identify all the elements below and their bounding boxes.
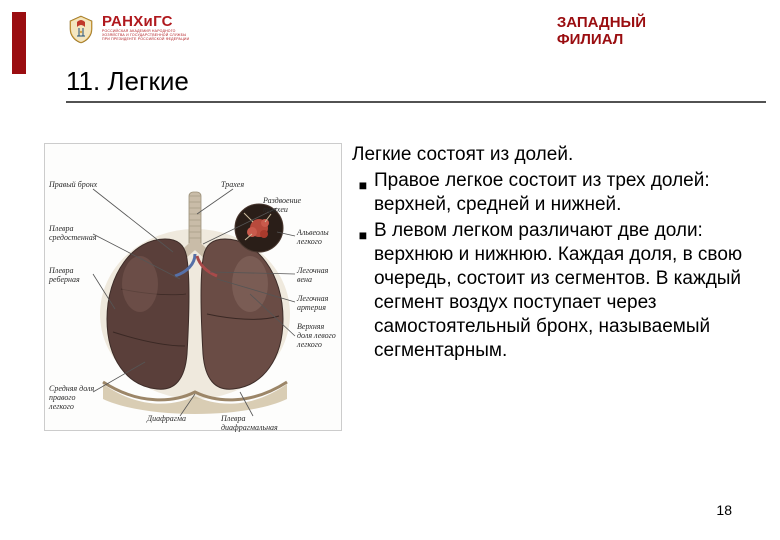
bullet-text: Правое легкое состоит из трех долей: вер… <box>374 169 748 217</box>
slide: РАНХиГС РОССИЙСКАЯ АКАДЕМИЯ НАРОДНОГО ХО… <box>0 0 780 540</box>
title-block: 11. Легкие <box>24 66 756 103</box>
label-upper-lobe-left: Верхняя доля левого легкого <box>297 322 341 349</box>
label-trachea: Трахея <box>221 180 244 189</box>
brand-name: РАНХиГС <box>102 14 190 29</box>
label-bifurcation: Раздвоение трахеи <box>263 196 318 214</box>
label-diaphragm-pleura: Плевра диафрагмальная <box>221 414 301 432</box>
label-pulm-vein: Легочная вена <box>297 266 341 284</box>
content: Правый бронх Плевра средостенная Плевра … <box>24 103 756 431</box>
bullet-item: ■ В левом легком различают две доли: вер… <box>352 219 748 363</box>
accent-bar <box>12 12 26 74</box>
label-mediastinal-pleura: Плевра средостенная <box>49 224 107 242</box>
page-number: 18 <box>716 502 732 518</box>
body-text: Легкие состоят из долей. ■ Правое легкое… <box>352 143 756 431</box>
bullet-mark-icon: ■ <box>352 169 374 217</box>
intro-text: Легкие состоят из долей. <box>352 143 748 167</box>
lungs-diagram: Правый бронх Плевра средостенная Плевра … <box>44 143 342 431</box>
logo-emblem <box>66 14 96 44</box>
bullet-mark-icon: ■ <box>352 219 374 363</box>
label-middle-lobe: Средняя доля правого легкого <box>49 384 97 411</box>
branch-line2: ФИЛИАЛ <box>557 31 623 48</box>
brand-subtitle: РОССИЙСКАЯ АКАДЕМИЯ НАРОДНОГО ХОЗЯЙСТВА … <box>102 29 190 41</box>
page-title: 11. Легкие <box>66 66 756 101</box>
bullet-item: ■ Правое легкое состоит из трех долей: в… <box>352 169 748 217</box>
label-right-bronchus: Правый бронх <box>49 180 97 189</box>
label-alveoli: Альвеолы легкого <box>297 228 341 246</box>
label-costal-pleura: Плевра реберная <box>49 266 99 284</box>
bullet-text: В левом легком различают две доли: верхн… <box>374 219 748 363</box>
branch-name: ЗАПАДНЫЙ ФИЛИАЛ <box>557 14 756 48</box>
logo-text: РАНХиГС РОССИЙСКАЯ АКАДЕМИЯ НАРОДНОГО ХО… <box>102 14 190 41</box>
label-pulm-artery: Легочная артерия <box>297 294 341 312</box>
label-diaphragm: Диафрагма <box>147 414 186 423</box>
branch-line1: ЗАПАДНЫЙ <box>557 14 646 31</box>
header: РАНХиГС РОССИЙСКАЯ АКАДЕМИЯ НАРОДНОГО ХО… <box>24 12 756 58</box>
